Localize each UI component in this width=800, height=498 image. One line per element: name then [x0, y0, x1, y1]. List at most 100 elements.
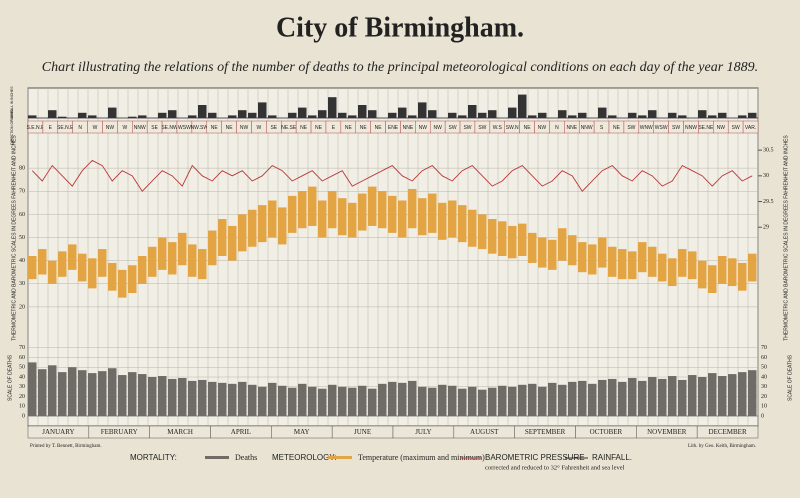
temperature-range [708, 265, 717, 293]
temperature-range [138, 256, 147, 284]
month-label: MAY [294, 428, 310, 436]
bar [298, 383, 307, 416]
bar [628, 112, 637, 118]
bar [618, 381, 627, 416]
bar [268, 115, 277, 118]
bar [138, 374, 147, 416]
bar [708, 373, 717, 416]
legend-label: Deaths [235, 453, 257, 462]
temperature-range [168, 242, 177, 275]
temperature-range [548, 239, 557, 270]
side-label: RAINFALL IN INCHES [10, 86, 14, 122]
wind-label: NNE [566, 125, 577, 131]
bar [528, 383, 537, 416]
bar [58, 116, 67, 118]
wind-label: NE [524, 125, 532, 131]
bar [428, 387, 437, 416]
wind-label: S [600, 125, 604, 131]
month-label: SEPTEMBER [525, 428, 566, 436]
bar [678, 115, 687, 118]
bar [328, 97, 337, 118]
wind-label: NE [375, 125, 383, 131]
chart-subtitle: Chart illustrating the relations of the … [42, 60, 758, 75]
wind-cell [742, 120, 759, 134]
bar [518, 94, 527, 118]
temperature-range [178, 232, 187, 266]
bar [168, 110, 177, 118]
bar [258, 386, 267, 416]
bar [748, 370, 757, 416]
wind-label: NE [613, 125, 621, 131]
temperature-range [408, 188, 417, 229]
side-label: THERMOMETRIC AND BAROMETRIC SCALES IN DE… [11, 135, 17, 341]
temperature-range [188, 244, 197, 277]
credit: Printed by T. Bennett, Birmingham. [30, 444, 102, 449]
month-label: JANUARY [42, 428, 74, 436]
temperature-range [498, 221, 507, 256]
bar [658, 378, 667, 416]
bar [598, 107, 607, 118]
wind-label: W.S [493, 125, 503, 131]
bar [408, 380, 417, 416]
bar [268, 382, 277, 416]
month-label: MARCH [167, 428, 193, 436]
temperature-range [58, 251, 67, 277]
bar [728, 374, 737, 416]
bar [678, 379, 687, 416]
bar [638, 380, 647, 416]
bar [578, 380, 587, 416]
bar [198, 379, 207, 416]
bar [178, 377, 187, 416]
bar [238, 110, 247, 118]
bar [258, 102, 267, 118]
bar [648, 377, 657, 416]
legend-swatch [205, 456, 229, 459]
bar [478, 112, 487, 118]
temperature-range [418, 198, 427, 236]
credit: Lith. by Geo. Keith, Birmingham. [688, 444, 756, 449]
bar [608, 378, 617, 416]
bar [338, 112, 347, 118]
temperature-range [118, 269, 127, 298]
bar [158, 112, 167, 118]
bar [578, 112, 587, 118]
bar [428, 110, 437, 118]
temperature-range [228, 225, 237, 261]
temperature-range [308, 186, 317, 226]
bar [228, 115, 237, 118]
bar [458, 115, 467, 118]
temperature-range [618, 249, 627, 280]
bar [58, 372, 67, 416]
bar [388, 112, 397, 118]
y-tick-label: 0 [761, 413, 764, 419]
temperature-range [358, 193, 367, 231]
y-tick-label: 70 [761, 345, 767, 351]
side-label: DIRECTION OF WIND [10, 109, 14, 145]
bar [38, 369, 47, 416]
wind-label: SE [151, 125, 158, 131]
temperature-range [28, 256, 37, 280]
temperature-range [318, 200, 327, 238]
bar [188, 380, 197, 416]
y-tick-label: 50 [761, 365, 767, 371]
y-tick-label: 70 [19, 189, 25, 195]
wind-label: NW [434, 125, 443, 131]
bar [218, 382, 227, 416]
month-label: JUNE [354, 428, 371, 436]
temperature-range [368, 186, 377, 226]
wind-label: NE [226, 125, 234, 131]
wind-label: SW [732, 125, 740, 131]
bar [518, 384, 527, 416]
bar [208, 381, 217, 416]
legend-note: corrected and reduced to 32° Fahrenheit … [485, 464, 625, 471]
wind-label: NW.SW [191, 125, 209, 131]
wind-label: NNE [403, 125, 414, 131]
temperature-range [378, 191, 387, 229]
temperature-range [578, 242, 587, 273]
bar [358, 105, 367, 118]
wind-label: WSW [178, 125, 191, 131]
wind-label: E [332, 125, 336, 131]
legend-heading: MORTALITY: [130, 453, 177, 462]
temperature-range [608, 246, 617, 277]
